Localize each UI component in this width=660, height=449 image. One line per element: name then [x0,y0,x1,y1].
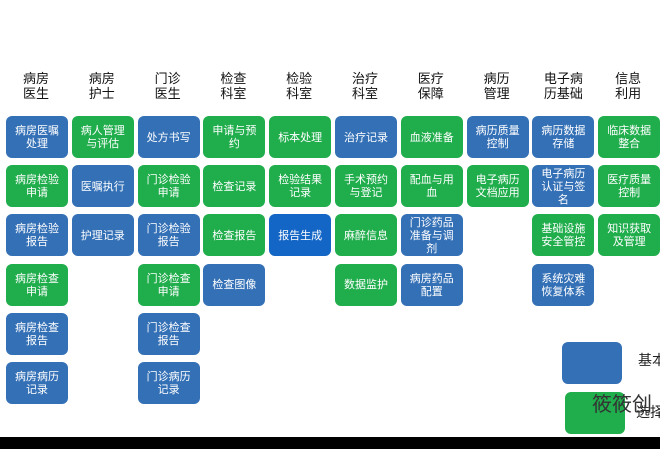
function-box: 检查记录 [203,165,266,208]
column-header: 电子病历基础 [543,72,583,102]
function-box: 门诊检查申请 [137,263,200,306]
column-header: 信息利用 [615,72,642,102]
function-box: 病房检验申请 [6,165,68,208]
function-box: 病房检验报告 [6,214,68,257]
function-box: 知识获取及管理 [598,214,660,257]
function-box: 护理记录 [71,214,134,257]
function-box: 配血与用血 [400,165,463,208]
legend-label: 基本 [638,353,660,369]
function-box: 病房检查申请 [6,263,68,306]
function-box: 医嘱执行 [71,165,134,208]
function-box: 麻醉信息 [335,214,397,257]
column-header: 门诊医生 [154,72,181,102]
legend-label: 选择 [636,405,660,421]
function-box: 门诊检查报告 [137,312,200,355]
function-box: 电子病历文档应用 [466,165,529,208]
function-box: 血液准备 [400,116,463,158]
function-box: 病历数据存储 [532,116,595,158]
function-box: 检查图像 [203,263,266,306]
function-box: 门诊检验报告 [137,214,200,257]
function-box: 门诊药品准备与调剂 [400,214,463,257]
function-box: 检验结果记录 [269,165,332,208]
function-box: 临床数据整合 [598,116,660,158]
function-box: 病房检查报告 [6,312,68,355]
function-box: 病房药品配置 [400,263,463,306]
function-box: 门诊检验申请 [137,165,200,208]
column-header: 治疗科室 [351,72,378,102]
function-box: 病房医嘱处理 [6,116,68,158]
column-header: 检验科室 [286,72,313,102]
function-box: 检查报告 [203,214,266,257]
column-header: 病房医生 [22,72,49,102]
column-header: 病历管理 [483,72,510,102]
bottom-bar [0,437,660,449]
function-box: 病房病历记录 [6,362,68,404]
function-box: 基础设施安全管控 [532,214,595,257]
function-box: 报告生成 [269,214,332,257]
column-header: 病房护士 [88,72,115,102]
function-box: 病人管理与评估 [71,116,134,158]
column-header: 检查科室 [220,72,247,102]
function-box: 电子病历认证与签名 [532,165,595,208]
function-box: 医疗质量控制 [598,165,660,208]
function-box: 手术预约与登记 [335,165,397,208]
function-box: 申请与预约 [203,116,266,158]
column-header: 医疗保障 [417,72,444,102]
function-box: 系统灾难恢复体系 [532,263,595,306]
function-box: 病历质量控制 [466,116,529,158]
legend-swatch [565,392,625,434]
function-box: 数据监护 [335,263,397,306]
legend-swatch [562,342,622,384]
function-box: 处方书写 [137,116,200,158]
function-box: 治疗记录 [335,116,397,158]
watermark: 筱筱创 [592,392,652,416]
function-box: 门诊病历记录 [137,362,200,404]
function-box: 标本处理 [269,116,332,158]
